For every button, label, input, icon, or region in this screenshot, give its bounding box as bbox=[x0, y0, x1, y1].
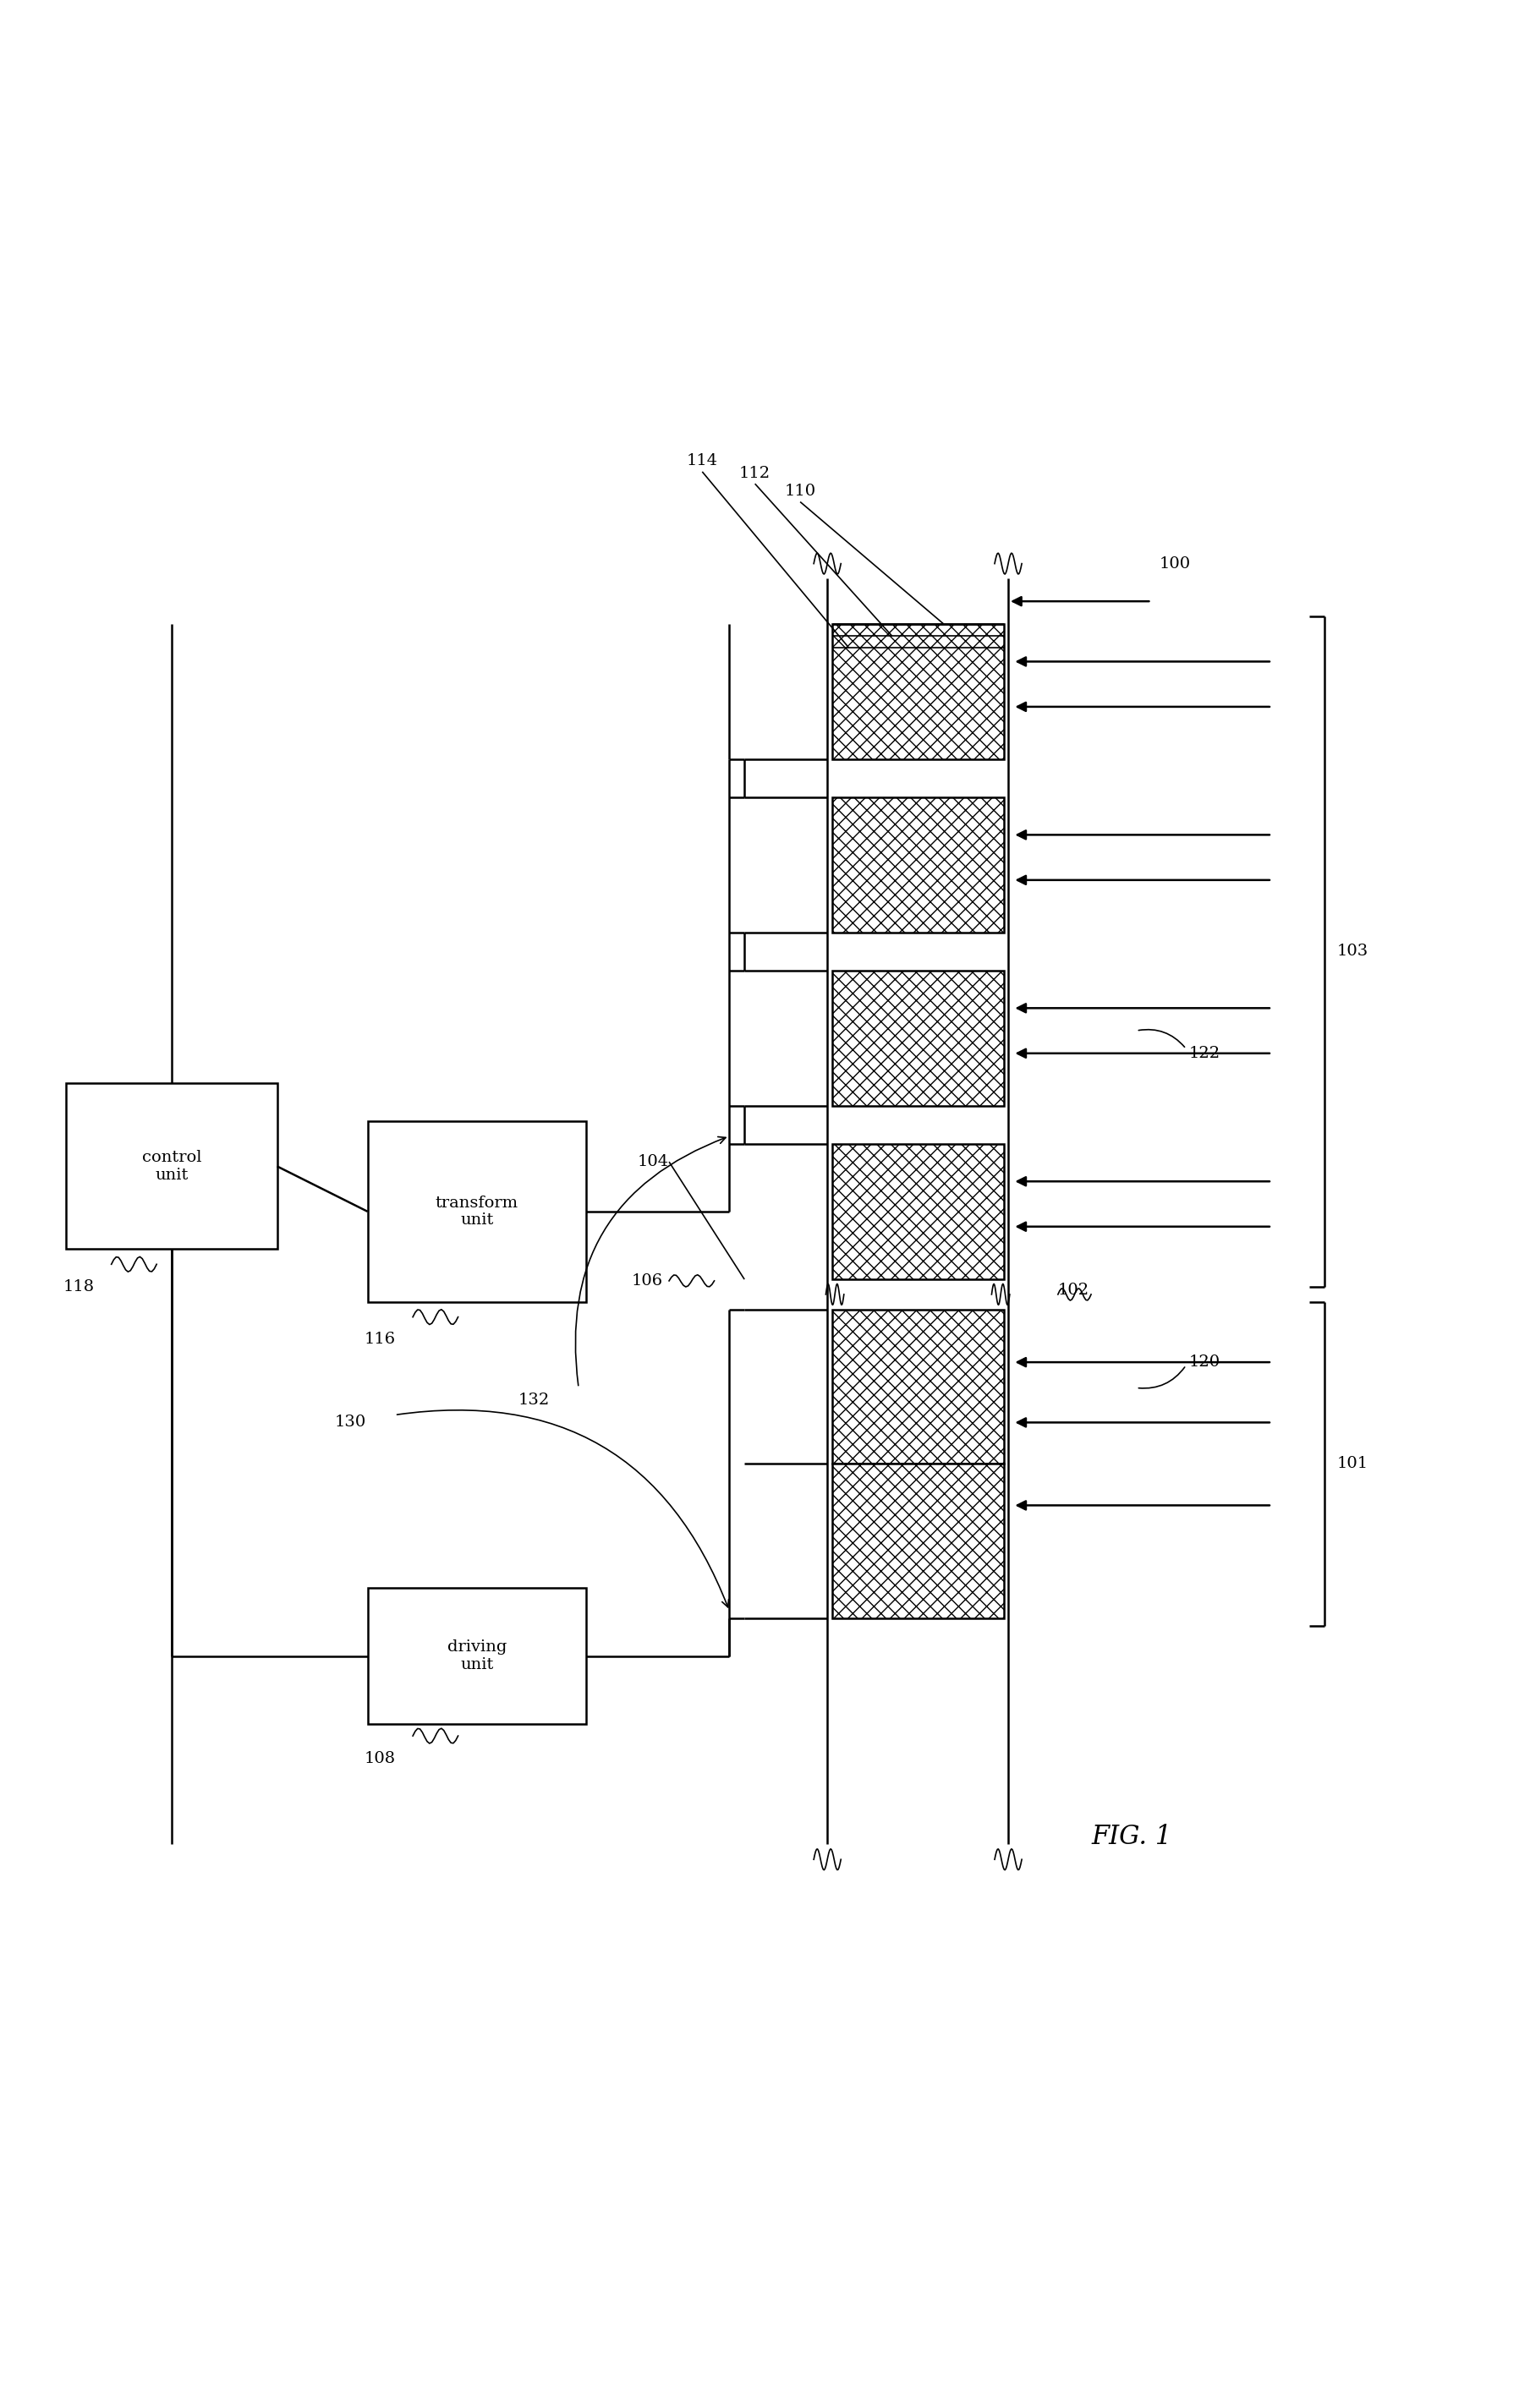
Text: control
unit: control unit bbox=[141, 1151, 202, 1182]
Bar bbox=[832, 1144, 1004, 1279]
Text: 106: 106 bbox=[632, 1274, 662, 1288]
Bar bbox=[832, 624, 1004, 759]
Text: 116: 116 bbox=[365, 1332, 396, 1348]
Text: 120: 120 bbox=[1189, 1356, 1220, 1370]
Text: 103: 103 bbox=[1337, 944, 1369, 958]
Text: 101: 101 bbox=[1337, 1457, 1369, 1471]
Bar bbox=[368, 1122, 586, 1303]
Text: 118: 118 bbox=[64, 1279, 94, 1296]
Text: 132: 132 bbox=[518, 1392, 550, 1409]
Text: FIG. 1: FIG. 1 bbox=[1091, 1823, 1171, 1849]
Text: 112: 112 bbox=[740, 465, 770, 482]
Text: 108: 108 bbox=[365, 1751, 396, 1765]
Bar bbox=[832, 797, 1004, 932]
Text: transform
unit: transform unit bbox=[436, 1194, 518, 1228]
Bar bbox=[67, 1084, 276, 1250]
Text: 100: 100 bbox=[1159, 556, 1191, 571]
Text: 114: 114 bbox=[687, 453, 718, 470]
Bar bbox=[832, 970, 1004, 1105]
Bar bbox=[832, 1464, 1004, 1618]
Text: 122: 122 bbox=[1189, 1045, 1220, 1062]
Text: 104: 104 bbox=[638, 1153, 668, 1170]
Text: 110: 110 bbox=[784, 484, 816, 498]
Text: 130: 130 bbox=[334, 1416, 366, 1430]
Bar bbox=[832, 1310, 1004, 1464]
Text: driving
unit: driving unit bbox=[447, 1640, 507, 1674]
Text: 102: 102 bbox=[1057, 1283, 1089, 1298]
Bar bbox=[368, 1589, 586, 1724]
